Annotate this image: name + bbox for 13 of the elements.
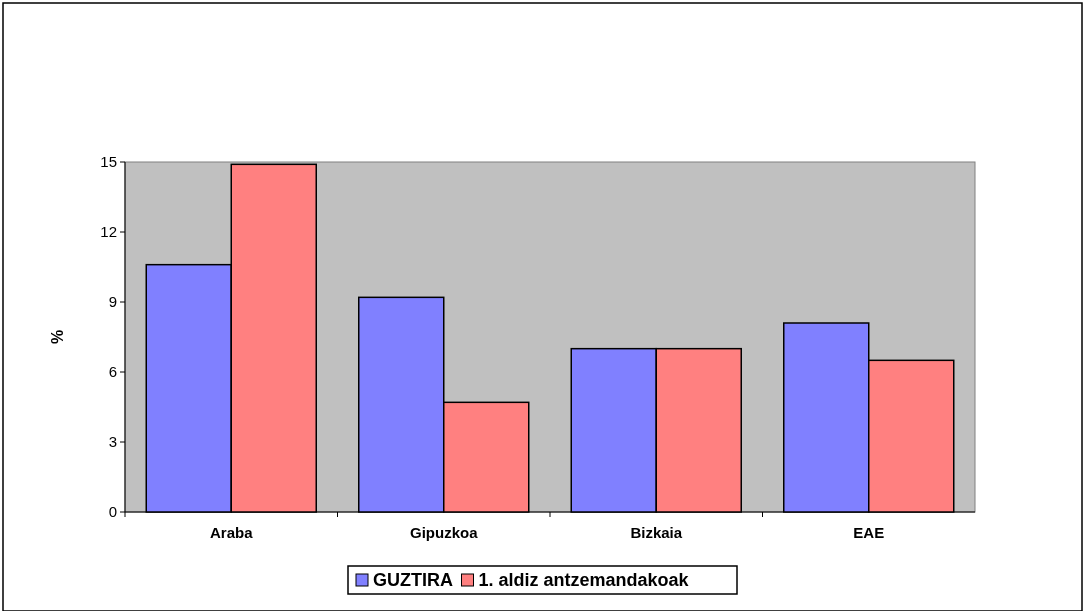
x-tick-label: EAE [853,524,885,541]
x-tick-label: Araba [209,524,254,541]
y-tick-label: 0 [108,503,117,521]
y-axis-title: % [49,329,66,345]
y-tick-label: 9 [108,293,117,311]
y-tick-label: 12 [100,223,117,241]
y-tick-label: 15 [100,153,117,171]
y-tick-label: 6 [108,363,117,381]
y-tick-label: 3 [108,433,117,451]
legend-label: GUZTIRA [373,570,453,591]
x-tick-label: Bizkaia [630,524,683,541]
legend-label: 1. aldiz antzemandakoak [478,570,690,591]
x-tick-label: Gipuzkoa [409,524,479,541]
